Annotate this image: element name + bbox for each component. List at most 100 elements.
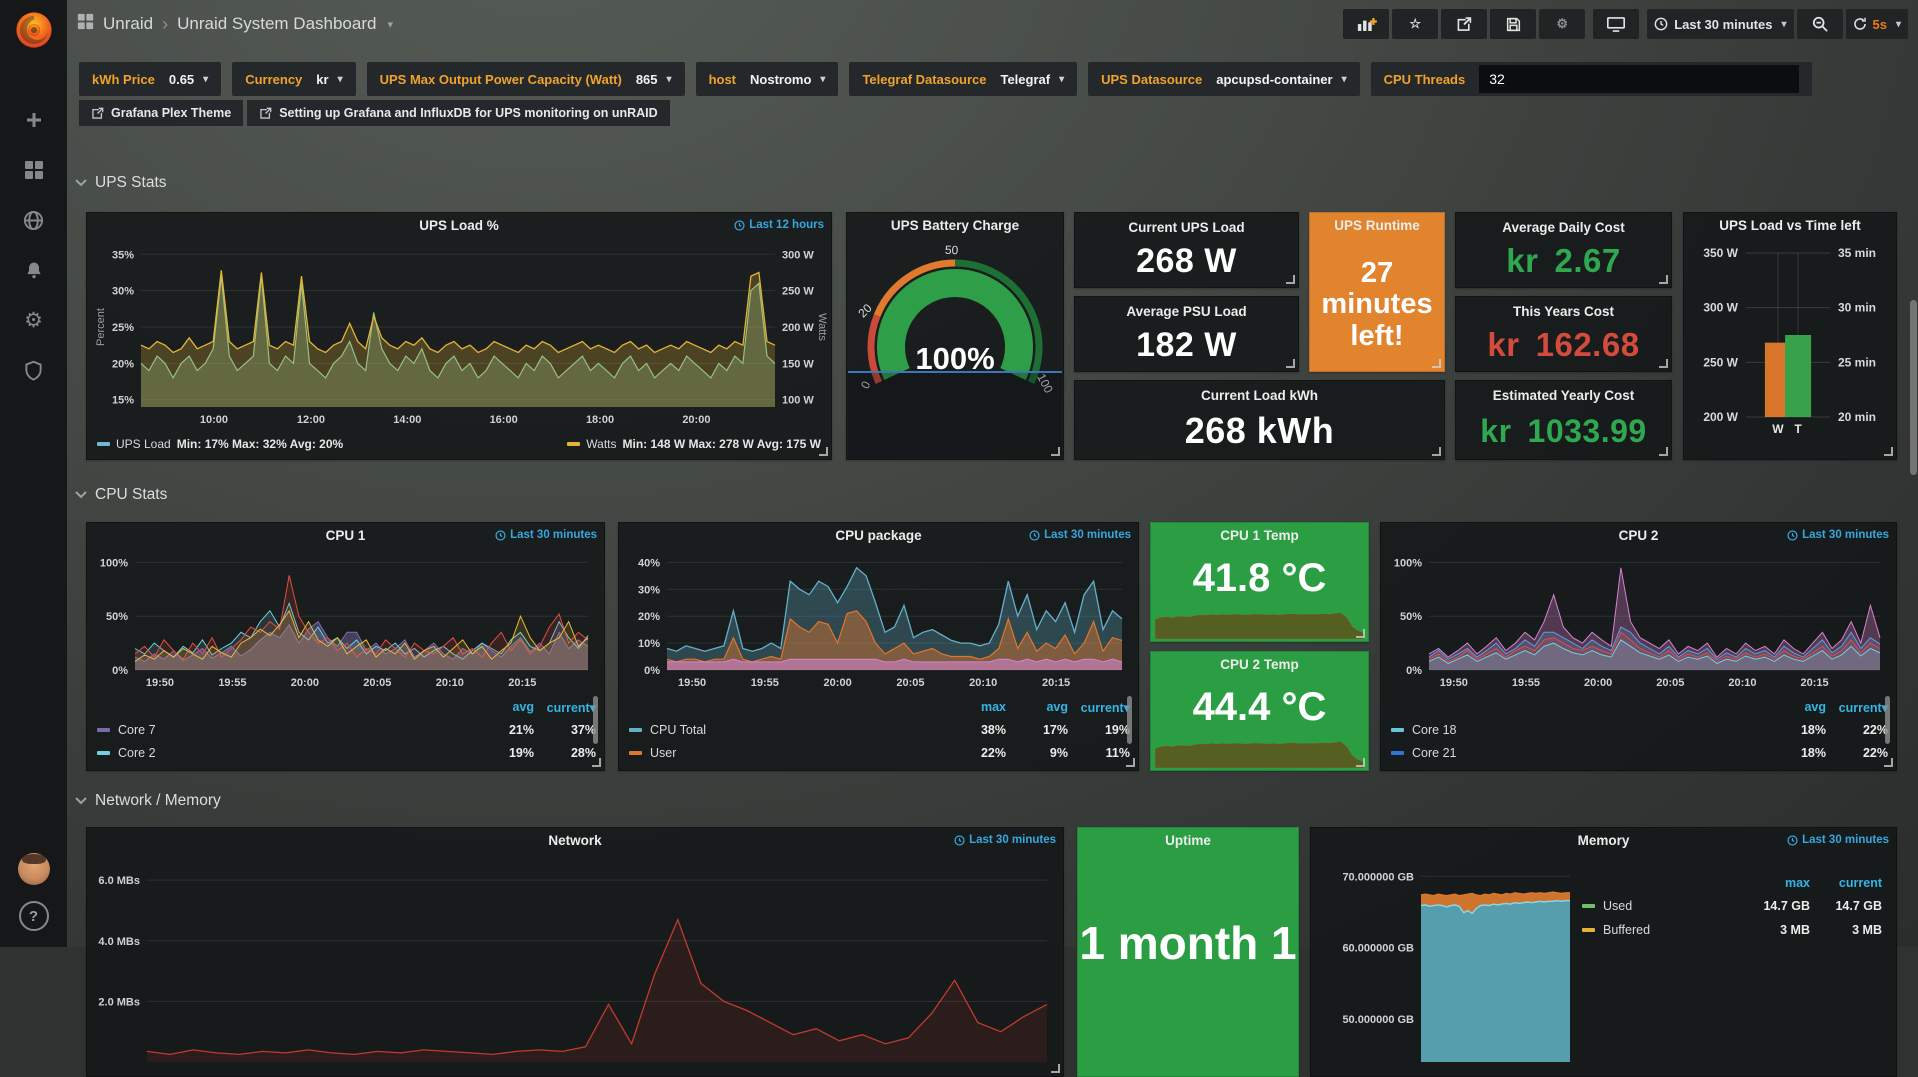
panel-time-range[interactable]: Last 30 minutes: [1787, 529, 1889, 541]
panel-time-range[interactable]: Last 30 minutes: [1787, 834, 1889, 846]
share-button[interactable]: [1441, 9, 1487, 39]
help-icon[interactable]: ?: [19, 901, 49, 931]
legend-row[interactable]: Buffered 3 MB 3 MB: [1582, 918, 1882, 942]
panel-resize-handle[interactable]: [1051, 1064, 1060, 1073]
legend-col-avg[interactable]: avg: [1764, 700, 1826, 714]
panel-title[interactable]: Current UPS Load: [1075, 220, 1298, 235]
cpu-threads-input[interactable]: [1479, 65, 1799, 93]
panel-title[interactable]: This Years Cost: [1456, 304, 1671, 319]
panel-cpu1-temp[interactable]: CPU 1 Temp 41.8 °C: [1150, 522, 1369, 642]
chevron-down-icon[interactable]: ▾: [1896, 19, 1901, 30]
save-button[interactable]: [1490, 9, 1536, 39]
legend-row[interactable]: CPU Total 38% 17% 19%: [629, 718, 1130, 741]
dashboard-settings-button[interactable]: ⚙: [1539, 9, 1585, 39]
panel-uptime[interactable]: Uptime 1 month 1: [1077, 827, 1299, 1077]
panel-title[interactable]: Average PSU Load: [1075, 304, 1298, 319]
cycle-view-tv-button[interactable]: [1593, 9, 1639, 39]
section-network-memory[interactable]: Network / Memory: [75, 792, 221, 810]
time-range-picker[interactable]: Last 30 minutes ▾: [1647, 9, 1793, 39]
legend-row[interactable]: Core 7 21% 37%: [97, 718, 596, 741]
refresh-button[interactable]: 5s ▾: [1846, 9, 1909, 39]
panel-resize-handle[interactable]: [592, 758, 601, 767]
panel-title[interactable]: CPU 2 Temp: [1151, 657, 1368, 672]
legend-row[interactable]: Core 2 19% 28%: [97, 741, 596, 764]
panel-title[interactable]: CPU 1 Temp: [1151, 528, 1368, 543]
server-admin-shield-icon[interactable]: [22, 358, 46, 382]
panel-title[interactable]: Current Load kWh: [1075, 388, 1444, 403]
section-ups-stats[interactable]: UPS Stats: [75, 174, 167, 192]
panel-resize-handle[interactable]: [1659, 359, 1668, 368]
panel-time-range[interactable]: Last 12 hours: [734, 219, 824, 231]
legend-item[interactable]: UPS Load Min: 17% Max: 32% Avg: 20%: [97, 437, 343, 451]
panel-resize-handle[interactable]: [1884, 758, 1893, 767]
dashboards-icon[interactable]: [22, 158, 46, 182]
panel-resize-handle[interactable]: [1432, 447, 1441, 456]
legend-col-current[interactable]: current▾: [1068, 700, 1130, 715]
panel-resize-handle[interactable]: [1659, 447, 1668, 456]
panel-resize-handle[interactable]: [1286, 359, 1295, 368]
legend-scrollbar[interactable]: [1885, 696, 1890, 744]
variable-value-dropdown[interactable]: Telegraf▾: [1000, 72, 1064, 87]
add-icon[interactable]: [22, 108, 46, 132]
link-grafana-plex-theme[interactable]: Grafana Plex Theme: [79, 100, 243, 126]
panel-current-ups-load[interactable]: Current UPS Load 268 W: [1074, 212, 1299, 288]
legend-row[interactable]: Used 14.7 GB 14.7 GB: [1582, 894, 1882, 918]
panel-time-range[interactable]: Last 30 minutes: [495, 529, 597, 541]
legend-scrollbar[interactable]: [1127, 696, 1132, 744]
panel-resize-handle[interactable]: [1884, 447, 1893, 456]
panel-title[interactable]: UPS Load vs Time left: [1684, 218, 1896, 233]
legend-col-current[interactable]: current▾: [1826, 700, 1888, 715]
configuration-gear-icon[interactable]: ⚙: [22, 308, 46, 332]
alerting-bell-icon[interactable]: [22, 258, 46, 282]
legend-scrollbar[interactable]: [593, 696, 598, 744]
breadcrumb[interactable]: Unraid › Unraid System Dashboard ▾: [77, 13, 393, 35]
panel-time-range[interactable]: Last 30 minutes: [1029, 529, 1131, 541]
panel-title[interactable]: Estimated Yearly Cost: [1456, 388, 1671, 403]
chevron-down-icon[interactable]: ▾: [387, 18, 393, 31]
explore-icon[interactable]: [22, 208, 46, 232]
page-scrollbar[interactable]: [1910, 300, 1917, 475]
user-avatar[interactable]: [18, 853, 50, 885]
variable-value-dropdown[interactable]: apcupsd-container▾: [1216, 72, 1346, 87]
panel-time-range[interactable]: Last 30 minutes: [954, 834, 1056, 846]
legend-col-max[interactable]: max: [1738, 876, 1810, 890]
panel-ups-runtime[interactable]: UPS Runtime 27 minutes left!: [1309, 212, 1445, 372]
panel-title[interactable]: Uptime: [1078, 833, 1298, 848]
panel-resize-handle[interactable]: [819, 447, 828, 456]
link-ups-monitoring-guide[interactable]: Setting up Grafana and InfluxDB for UPS …: [247, 100, 669, 126]
panel-resize-handle[interactable]: [1356, 758, 1365, 767]
panel-average-psu-load[interactable]: Average PSU Load 182 W: [1074, 296, 1299, 372]
panel-title[interactable]: UPS Load %: [87, 218, 831, 233]
variable-value-dropdown[interactable]: 865▾: [636, 72, 672, 87]
star-button[interactable]: ☆: [1392, 9, 1438, 39]
add-panel-button[interactable]: [1343, 9, 1389, 39]
panel-title[interactable]: Network: [87, 833, 1063, 848]
breadcrumb-app[interactable]: Unraid: [103, 14, 153, 34]
panel-resize-handle[interactable]: [1126, 758, 1135, 767]
panel-resize-handle[interactable]: [1432, 359, 1441, 368]
page-title[interactable]: Unraid System Dashboard: [177, 14, 376, 34]
panel-cpu2-temp[interactable]: CPU 2 Temp 44.4 °C: [1150, 651, 1369, 771]
panel-resize-handle[interactable]: [1659, 275, 1668, 284]
panel-title[interactable]: UPS Runtime: [1310, 218, 1444, 233]
legend-item[interactable]: Watts Min: 148 W Max: 278 W Avg: 175 W: [567, 437, 821, 451]
panel-resize-handle[interactable]: [1286, 275, 1295, 284]
variable-value-dropdown[interactable]: kr▾: [316, 72, 342, 87]
variable-value-dropdown[interactable]: 0.65▾: [169, 72, 208, 87]
legend-row[interactable]: User 22% 9% 11%: [629, 741, 1130, 764]
legend-col-current[interactable]: current: [1810, 876, 1882, 890]
